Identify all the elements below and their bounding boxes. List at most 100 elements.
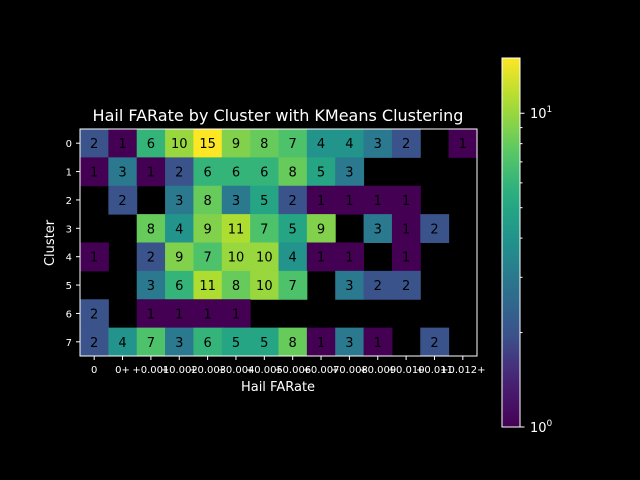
cell-value-label: 15: [199, 137, 216, 152]
heatmap-cell: [221, 299, 251, 329]
heatmap-cell: [420, 327, 450, 357]
heatmap-cell: [165, 242, 194, 272]
cell-value-label: 2: [374, 279, 382, 294]
heatmap-cell: [335, 157, 365, 187]
heatmap-cell: [363, 270, 393, 300]
cell-value-label: 1: [317, 336, 325, 351]
heatmap-cell: [108, 327, 138, 357]
heatmap-cell: [250, 185, 279, 215]
heatmap-cell: [165, 157, 194, 187]
heatmap-cell: [278, 270, 308, 300]
heatmap-cell: [306, 214, 336, 243]
cell-value-label: 1: [90, 166, 98, 181]
colorbar-tick-label: 101: [530, 105, 552, 122]
heatmap-cell: [193, 270, 223, 300]
cell-value-label: 8: [260, 137, 268, 152]
cell-value-label: 2: [118, 194, 126, 209]
y-tick-label: 4: [66, 253, 72, 264]
y-tick-label: 0: [66, 139, 72, 150]
cell-value-label: 5: [232, 336, 240, 351]
heatmap-cell: [165, 129, 194, 158]
heatmap-cell: [278, 242, 308, 272]
cell-value-label: 7: [289, 137, 297, 152]
cell-value-label: 2: [175, 166, 183, 181]
x-tick-label: +0.003: [189, 365, 226, 376]
heatmap-cell: [80, 299, 109, 329]
heatmap-cell: [80, 327, 109, 357]
heatmap-cell: [136, 214, 166, 243]
cell-value-label: 2: [402, 137, 410, 152]
cell-value-label: 4: [317, 137, 325, 152]
heatmap-cell: [193, 185, 223, 215]
cell-value-label: 3: [175, 194, 183, 209]
cell-value-label: 4: [289, 251, 297, 266]
plot-frame: [79, 128, 478, 357]
heatmap-cell: [306, 157, 336, 187]
heatmap-cell: [335, 129, 365, 158]
heatmap-cell: [278, 185, 308, 215]
heatmap-cell: [193, 157, 223, 187]
cell-value-label: 1: [317, 194, 325, 209]
cell-value-label: 6: [203, 336, 211, 351]
y-axis-label: Cluster: [43, 219, 58, 266]
cell-value-label: 2: [402, 279, 410, 294]
colorbar-tick-label: 100: [530, 419, 553, 436]
chart-title: Hail FARate by Cluster with KMeans Clust…: [93, 106, 464, 125]
heatmap-cell: [335, 242, 365, 272]
x-tick-label: +0.012+: [440, 365, 485, 376]
x-axis-label: Hail FARate: [241, 380, 315, 395]
heatmap-cell: [165, 270, 194, 300]
cell-value-label: 4: [345, 137, 353, 152]
heatmap-cell: [221, 129, 251, 158]
cell-value-label: 1: [175, 307, 183, 322]
cell-value-label: 11: [228, 222, 245, 237]
cell-value-label: 3: [374, 222, 382, 237]
heatmap-cell: [250, 327, 279, 357]
cell-value-label: 2: [90, 307, 98, 322]
y-tick-label: 6: [66, 309, 72, 320]
heatmap-cell: [136, 299, 166, 329]
x-tick-label: 0+: [115, 365, 130, 376]
x-tick-label: +0.005: [246, 365, 283, 376]
heatmap-cell: [250, 214, 279, 243]
cell-value-label: 10: [228, 251, 245, 266]
cell-value-label: 10: [256, 251, 273, 266]
heatmap-cell: [250, 242, 279, 272]
heatmap-cell: [108, 129, 138, 158]
cell-value-label: 8: [289, 336, 297, 351]
cell-value-label: 1: [118, 137, 126, 152]
heatmap-cell: [165, 214, 194, 243]
colorbar-ticks: 100 101: [520, 105, 553, 436]
cell-value-label: 11: [199, 279, 216, 294]
cell-value-label: 1: [232, 307, 240, 322]
cell-value-label: 3: [118, 166, 126, 181]
heatmap-cell: [420, 214, 450, 243]
x-tick-label: +0.006: [274, 365, 311, 376]
x-tick-label: +0.002: [161, 365, 198, 376]
cell-value-label: 1: [203, 307, 211, 322]
y-axis-ticks: 0 1 2 3 4 5 6 7: [66, 139, 80, 349]
heatmap-cell: [278, 214, 308, 243]
heatmap-cell: [391, 242, 421, 272]
cell-value-label: 2: [147, 251, 155, 266]
cell-value-label: 4: [175, 222, 183, 237]
colorbar-gradient: [501, 57, 521, 428]
cell-value-label: 2: [430, 336, 438, 351]
x-tick-label: +0.008: [331, 365, 368, 376]
cell-value-label: 1: [402, 222, 410, 237]
cell-value-label: 7: [289, 279, 297, 294]
cell-value-label: 1: [345, 251, 353, 266]
heatmap-cell: [108, 185, 138, 215]
cell-value-label: 2: [430, 222, 438, 237]
x-tick-label: +0.011: [416, 365, 453, 376]
heatmap-cell: [391, 214, 421, 243]
heatmap-cell: [335, 327, 365, 357]
cell-value-label: 3: [175, 336, 183, 351]
cell-value-label: 9: [317, 222, 325, 237]
cell-value-label: 5: [317, 166, 325, 181]
cell-value-label: 5: [260, 336, 268, 351]
cell-value-label: 3: [232, 194, 240, 209]
cell-value-label: 1: [374, 336, 382, 351]
heatmap-cell: [136, 242, 166, 272]
x-tick-label: +0.010: [388, 365, 425, 376]
